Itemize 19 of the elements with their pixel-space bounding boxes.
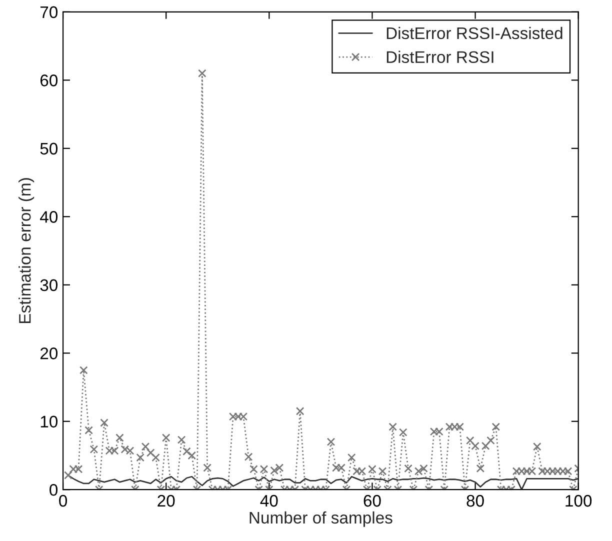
x-tick-label: 60: [364, 494, 381, 507]
legend-label: DistError RSSI: [386, 50, 494, 64]
line-series: [67, 474, 578, 490]
x-tick-label: 20: [158, 494, 175, 507]
y-tick-label: 40: [40, 211, 58, 223]
legend-label: DistError RSSI-Assisted: [386, 26, 562, 40]
y-tick-label: 20: [40, 348, 58, 360]
y-tick-label: 0: [50, 484, 58, 496]
y-tick-label: 60: [40, 74, 58, 86]
x-tick-label: 0: [59, 494, 68, 507]
x-tick-label: 100: [566, 494, 592, 507]
x-tick-label: 40: [260, 494, 278, 507]
y-tick-label: 10: [40, 416, 58, 428]
x-tick-label: 80: [466, 494, 484, 507]
y-tick-label: 70: [40, 6, 58, 18]
y-tick-label: 50: [40, 142, 58, 155]
y-tick-label: 30: [40, 279, 58, 292]
x-axis-title: Number of samples: [250, 511, 392, 527]
y-axis-title: Estimation error (m): [18, 178, 34, 323]
